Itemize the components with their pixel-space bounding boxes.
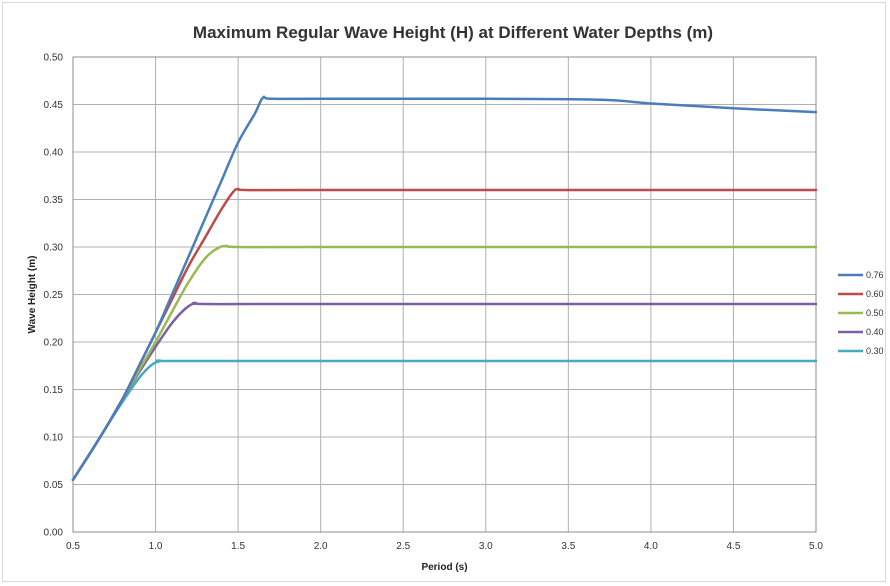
y-tick-label: 0.05 bbox=[44, 480, 64, 491]
x-tick-label: 2.5 bbox=[396, 541, 410, 552]
legend-label: 0.30 bbox=[866, 346, 884, 356]
x-tick-label: 3.0 bbox=[479, 541, 493, 552]
series-line-0.76 bbox=[71, 95, 818, 481]
y-axis-label: Wave Height (m) bbox=[27, 256, 38, 334]
y-tick-label: 0.35 bbox=[44, 195, 64, 206]
y-tick-label: 0.30 bbox=[44, 243, 64, 254]
x-tick-label: 1.5 bbox=[231, 541, 245, 552]
legend-label: 0.60 bbox=[866, 289, 884, 299]
legend: 0.76 0.60 0.50 0.40 0.30 bbox=[838, 270, 884, 356]
x-axis-ticks: 0.5 1.0 1.5 2.0 2.5 3.0 3.5 4.0 4.5 5.0 bbox=[66, 541, 823, 552]
y-tick-label: 0.50 bbox=[44, 53, 64, 64]
x-tick-label: 4.5 bbox=[726, 541, 740, 552]
series-line-0.40 bbox=[71, 301, 818, 481]
x-axis-label: Period (s) bbox=[421, 562, 467, 573]
series-line-0.50 bbox=[71, 244, 818, 481]
x-tick-label: 2.0 bbox=[314, 541, 328, 552]
x-tick-label: 0.5 bbox=[66, 541, 80, 552]
legend-label: 0.40 bbox=[866, 327, 884, 337]
y-tick-label: 0.20 bbox=[44, 338, 64, 349]
chart-title: Maximum Regular Wave Height (H) at Diffe… bbox=[193, 23, 713, 42]
y-tick-label: 0.15 bbox=[44, 385, 64, 396]
y-tick-label: 0.45 bbox=[44, 100, 64, 111]
y-axis-ticks: 0.00 0.05 0.10 0.15 0.20 0.25 0.30 0.35 0.40 0.45… bbox=[44, 53, 64, 539]
y-tick-label: 0.25 bbox=[44, 290, 64, 301]
legend-label: 0.50 bbox=[866, 308, 884, 318]
legend-label: 0.76 bbox=[866, 270, 884, 280]
x-tick-label: 1.0 bbox=[149, 541, 163, 552]
plot-area-border bbox=[72, 56, 817, 533]
grid bbox=[72, 56, 817, 533]
series-line-0.30 bbox=[71, 359, 818, 481]
series-lines bbox=[71, 95, 818, 481]
x-tick-label: 5.0 bbox=[809, 541, 823, 552]
x-tick-label: 3.5 bbox=[561, 541, 575, 552]
y-tick-label: 0.10 bbox=[44, 433, 64, 444]
y-tick-label: 0.00 bbox=[44, 528, 64, 539]
x-tick-label: 4.0 bbox=[644, 541, 658, 552]
y-tick-label: 0.40 bbox=[44, 148, 64, 159]
series-line-0.60 bbox=[71, 187, 818, 481]
